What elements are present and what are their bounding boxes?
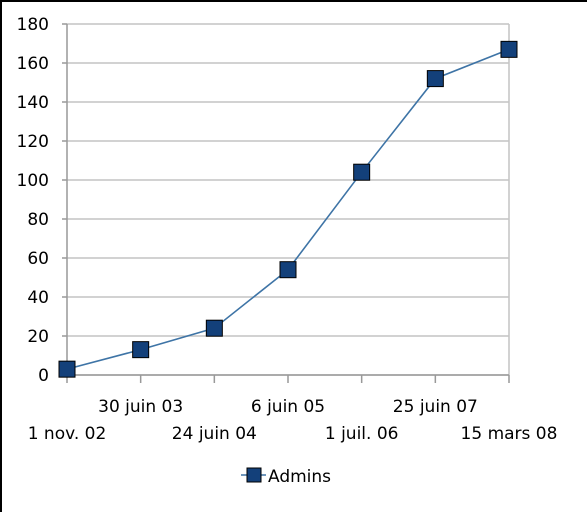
x-tick-label: 1 nov. 02 (28, 424, 107, 444)
legend-marker (246, 467, 262, 483)
data-point (205, 319, 223, 337)
x-tick-label: 6 juin 05 (251, 397, 325, 417)
y-tick-label: 20 (27, 327, 49, 347)
y-tick-label: 80 (27, 210, 49, 230)
x-tick-label: 1 juil. 06 (325, 424, 399, 444)
y-tick-label: 60 (27, 249, 49, 269)
x-tick-label: 30 juin 03 (98, 397, 183, 417)
y-tick-label: 180 (17, 15, 49, 35)
y-tick-label: 160 (17, 54, 49, 74)
data-point (426, 70, 444, 88)
y-tick-label: 100 (17, 171, 49, 191)
gridlines (67, 23, 509, 376)
y-tick-label: 40 (27, 288, 49, 308)
x-tick-labels: 1 nov. 02 30 juin 03 24 juin 04 6 juin 051 … (28, 397, 558, 444)
data-point (132, 341, 150, 359)
y-tick-label: 140 (17, 93, 49, 113)
x-tick-label: 15 mars 08 (461, 424, 558, 444)
legend: Admins (241, 467, 331, 487)
y-tick-label: 0 (38, 366, 49, 386)
data-point (58, 360, 76, 378)
y-tick-labels: 0 20 40 60 80 100 120 140 160 180 (17, 15, 49, 386)
data-point (279, 261, 297, 279)
axes (62, 23, 510, 383)
data-point (353, 163, 371, 181)
series-line (66, 48, 510, 370)
legend-label: Admins (268, 467, 331, 487)
series-admins (58, 40, 518, 378)
y-tick-label: 120 (17, 132, 49, 152)
x-tick-label: 24 juin 04 (172, 424, 257, 444)
data-point (500, 40, 518, 58)
x-tick-label: 25 juin 07 (393, 397, 478, 417)
